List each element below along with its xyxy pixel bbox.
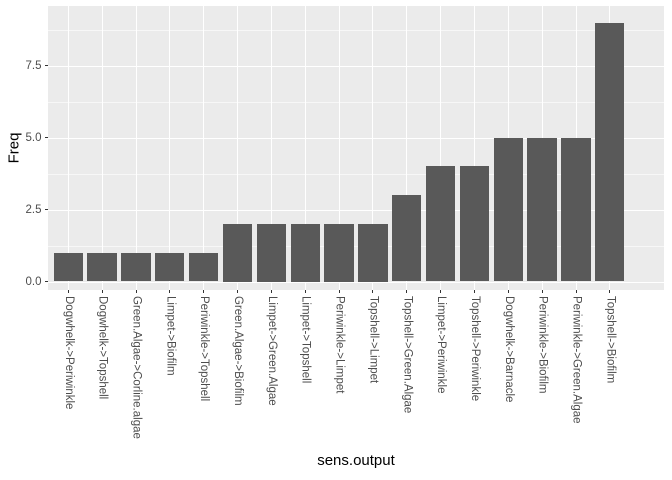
x-tick-mark bbox=[575, 289, 577, 293]
y-axis-title: Freq bbox=[5, 132, 23, 164]
x-tick-mark bbox=[507, 289, 509, 293]
gridline-vertical bbox=[135, 6, 137, 290]
gridline-vertical bbox=[101, 6, 103, 290]
y-tick-mark bbox=[44, 209, 48, 211]
bar bbox=[53, 252, 83, 282]
bar bbox=[121, 252, 151, 282]
x-tick-label: Topshell->Green.Algae bbox=[401, 296, 414, 414]
bar bbox=[459, 166, 490, 282]
gridline-vertical bbox=[406, 6, 408, 290]
x-tick-label: Periwinkle->Limpet bbox=[333, 296, 346, 394]
x-tick-label: Limpet->Topshell bbox=[299, 296, 312, 384]
x-tick-label: Dogwhelk->Barnacle bbox=[502, 296, 515, 403]
bar bbox=[425, 166, 456, 282]
gridline-vertical bbox=[372, 6, 374, 290]
gridline-minor bbox=[48, 245, 664, 247]
x-axis-title: sens.output bbox=[317, 452, 395, 469]
x-tick-label: Dogwhelk->Periwinkle bbox=[62, 296, 75, 410]
x-tick-label: Topshell->Periwinkle bbox=[469, 296, 481, 402]
y-tick-mark bbox=[44, 281, 48, 282]
gridline-minor bbox=[48, 101, 664, 103]
bar bbox=[392, 195, 422, 282]
x-tick-label: Limpet->Biofilm bbox=[164, 296, 177, 376]
x-tick-mark bbox=[474, 289, 475, 293]
x-tick-label: Periwinkle->Topshell bbox=[198, 296, 211, 402]
y-tick-mark bbox=[44, 137, 48, 139]
x-tick-label: Topshell->Biofilm bbox=[604, 296, 617, 384]
bar bbox=[358, 224, 388, 282]
gridline-vertical bbox=[67, 6, 69, 290]
x-tick-mark bbox=[135, 289, 137, 293]
gridline-vertical bbox=[203, 6, 205, 290]
x-tick-label: Periwinkle->Biofilm bbox=[536, 296, 549, 394]
gridline-vertical bbox=[237, 6, 238, 290]
x-tick-mark bbox=[372, 289, 374, 293]
x-tick-label: Dogwhelk->Topshell bbox=[96, 296, 109, 400]
bar bbox=[222, 224, 253, 282]
y-tick-label: 2.5 bbox=[25, 203, 42, 216]
x-tick-mark bbox=[270, 289, 272, 293]
gridline-minor bbox=[48, 29, 664, 31]
gridline-vertical bbox=[440, 6, 442, 290]
gridline-major bbox=[48, 137, 664, 139]
bar bbox=[527, 137, 557, 282]
y-tick-label: 0.0 bbox=[25, 275, 42, 288]
x-tick-mark bbox=[406, 289, 408, 293]
bar bbox=[595, 22, 625, 282]
x-tick-mark bbox=[304, 289, 306, 293]
gridline-major bbox=[48, 65, 664, 67]
gridline-vertical bbox=[338, 6, 340, 290]
gridline-vertical bbox=[304, 6, 306, 290]
bar bbox=[87, 252, 117, 282]
x-tick-label: Limpet->Green.Algae bbox=[265, 296, 278, 406]
x-tick-label: Green.Algae->Corline.algae bbox=[130, 296, 143, 439]
plot-panel bbox=[48, 6, 664, 290]
x-tick-mark bbox=[609, 289, 611, 293]
gridline-minor bbox=[48, 173, 664, 175]
x-tick-mark bbox=[67, 289, 69, 293]
x-tick-mark bbox=[169, 289, 171, 293]
bar bbox=[493, 137, 523, 282]
x-tick-label: Green.Algae->Biofilm bbox=[232, 296, 244, 406]
gridline-major bbox=[48, 281, 664, 283]
gridline-vertical bbox=[270, 6, 272, 290]
bar bbox=[155, 252, 185, 282]
bar bbox=[189, 252, 219, 282]
gridline-vertical bbox=[169, 6, 171, 290]
y-tick-label: 5.0 bbox=[25, 131, 42, 144]
bar bbox=[256, 224, 287, 282]
y-tick-label: 7.5 bbox=[25, 59, 42, 72]
x-tick-label: Periwinkle->Green.Algae bbox=[570, 296, 583, 424]
x-tick-label: Limpet->Periwinkle bbox=[435, 296, 448, 394]
bar bbox=[324, 224, 354, 282]
gridline-major bbox=[48, 209, 664, 211]
x-tick-mark bbox=[237, 289, 238, 293]
bar bbox=[561, 137, 591, 282]
y-tick-mark bbox=[44, 65, 48, 67]
x-tick-mark bbox=[440, 289, 442, 293]
x-tick-mark bbox=[541, 289, 543, 293]
x-tick-mark bbox=[338, 289, 340, 293]
gridline-vertical bbox=[474, 6, 475, 290]
bar bbox=[290, 224, 320, 282]
x-tick-label: Topshell->Limpet bbox=[367, 296, 380, 384]
x-tick-mark bbox=[203, 289, 205, 293]
x-tick-mark bbox=[101, 289, 103, 293]
